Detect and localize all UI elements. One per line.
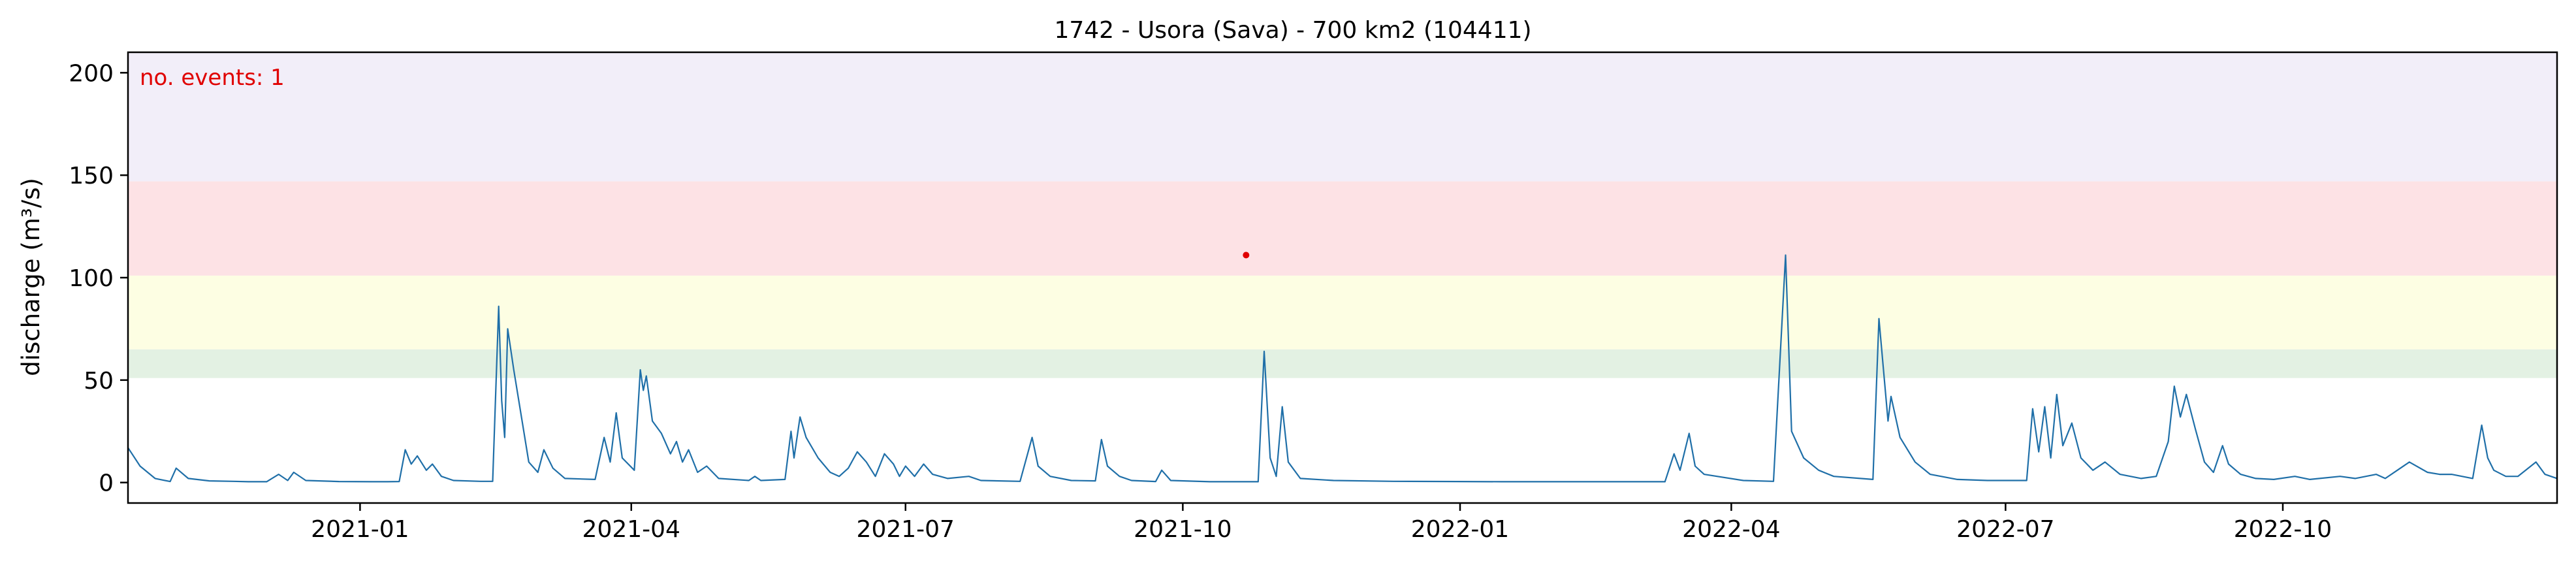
threshold-band-0 (128, 349, 2557, 378)
x-tick-label: 2022-04 (1682, 516, 1780, 543)
threshold-band-2 (128, 181, 2557, 276)
series-line-0 (127, 254, 2558, 483)
x-tick-label: 2022-01 (1411, 516, 1509, 543)
threshold-band-3 (128, 52, 2557, 182)
x-tick-label: 2021-10 (1134, 516, 1232, 543)
axis-ticks: 0 50 100 150 200 2021-01 2021-04 2021-07 2021-10… (69, 60, 2332, 543)
x-tick-label: 2021-01 (311, 516, 409, 543)
y-axis-label: discharge (m³/s) (17, 178, 45, 376)
x-tick-label: 2021-04 (582, 516, 680, 543)
plot-frame (127, 51, 2558, 504)
y-tick-label: 150 (69, 163, 114, 189)
series-layer (127, 254, 2558, 483)
y-tick-label: 100 (69, 265, 114, 292)
threshold-band-1 (128, 275, 2557, 350)
x-tick-label: 2022-10 (2234, 516, 2332, 543)
x-tick-label: 2021-07 (857, 516, 955, 543)
y-tick-label: 50 (84, 368, 114, 395)
x-tick-label: 2022-07 (1956, 516, 2054, 543)
threshold-bands (128, 52, 2557, 378)
y-tick-label: 0 (99, 470, 114, 497)
event-markers (1243, 252, 1250, 259)
event-marker (1243, 252, 1250, 259)
events-annotation: no. events: 1 (140, 65, 285, 91)
chart-title: 1742 - Usora (Sava) - 700 km2 (104411) (1054, 17, 1531, 44)
y-tick-label: 200 (69, 60, 114, 87)
